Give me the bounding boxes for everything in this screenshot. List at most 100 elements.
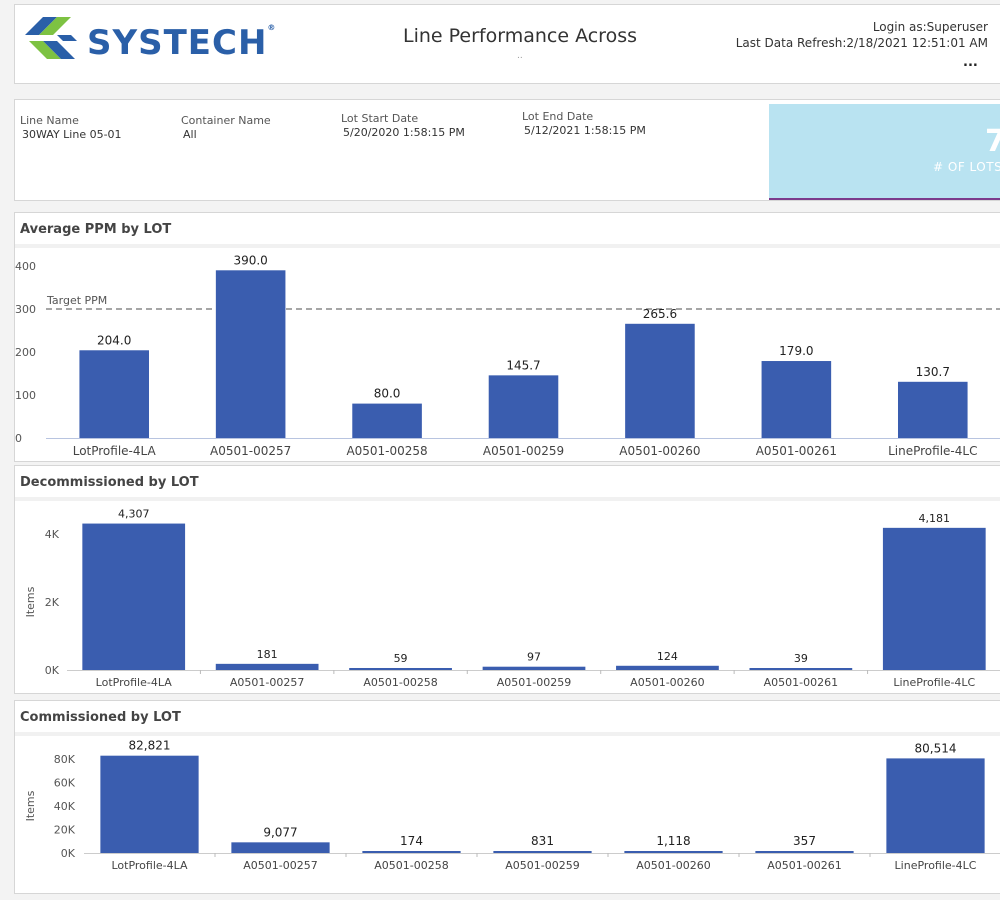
filter-label: Container Name [181, 114, 271, 127]
y-tick-label: 0K [45, 664, 60, 677]
x-tick-label: A0501-00261 [756, 444, 837, 458]
chart-title: Decommissioned by LOT [20, 475, 199, 490]
bar-LotProfile-4LA [100, 755, 199, 853]
y-axis-label: Items [24, 790, 37, 821]
x-tick-label: LineProfile-4LC [893, 676, 975, 689]
x-tick-label: A0501-00261 [767, 859, 841, 872]
bar-A0501-00259 [488, 375, 559, 438]
bar-A0501-00257 [215, 270, 286, 438]
x-tick-label: A0501-00260 [619, 444, 700, 458]
bar-A0501-00261 [749, 668, 853, 670]
y-tick-label: 200 [15, 346, 36, 359]
x-tick-label: A0501-00258 [346, 444, 427, 458]
x-tick-label: LotProfile-4LA [111, 859, 188, 872]
systech-logo: SYSTECH® [21, 11, 311, 65]
data-label: 265.6 [643, 307, 677, 321]
data-label: 831 [531, 834, 554, 848]
data-label: 204.0 [97, 333, 131, 347]
data-label: 9,077 [263, 825, 297, 839]
last-refresh: Last Data Refresh:2/18/2021 12:51:01 AM [735, 36, 988, 50]
systech-logo-icon [25, 17, 77, 59]
x-tick-label: A0501-00258 [374, 859, 448, 872]
filter-label: Lot Start Date [341, 112, 419, 125]
data-label: 1,118 [656, 834, 690, 848]
y-tick-label: 60K [54, 777, 76, 790]
x-tick-label: A0501-00260 [636, 859, 710, 872]
divider [15, 244, 1000, 248]
data-label: 145.7 [506, 358, 540, 372]
user-info: Login as:Superuser Last Data Refresh:2/1… [736, 19, 988, 51]
filter-label: Lot End Date [522, 110, 594, 123]
y-tick-label: 40K [54, 800, 76, 813]
filter-value: 5/20/2020 1:58:15 PM [343, 126, 465, 139]
commissioned-chart-panel: Commissioned by LOT 0K 20K 40K 60K 80K Items 8… [14, 700, 1000, 894]
header-bar: SYSTECH® Line Performance Across .. Logi… [14, 4, 1000, 84]
y-tick-label: 80K [54, 753, 76, 766]
x-tick-label: A0501-00259 [505, 859, 579, 872]
x-tick-label: LotProfile-4LA [73, 444, 157, 458]
bar-A0501-00261 [761, 361, 832, 438]
x-tick-label: A0501-00257 [210, 444, 291, 458]
bar-A0501-00257 [231, 842, 330, 853]
logo-text: SYSTECH® [87, 23, 277, 63]
x-tick-label: A0501-00259 [497, 676, 571, 689]
page-subtitle: .. [517, 51, 523, 61]
x-tick-label: A0501-00260 [630, 676, 704, 689]
y-tick-label: 400 [15, 260, 36, 273]
lot-count-kpi-tile[interactable]: 7 # OF LOTS [769, 104, 1000, 200]
y-tick-label: 100 [15, 389, 36, 402]
y-tick-label: 0 [15, 432, 22, 445]
data-label: 124 [657, 650, 678, 663]
avg-ppm-chart-panel: Average PPM by LOT 0 100 200 300 400 Target P… [14, 212, 1000, 462]
commissioned-chart: 0K 20K 40K 60K 80K Items 82,821 LotProfile-4LA 9… [24, 739, 1000, 872]
kpi-value: 7 [985, 124, 1000, 159]
x-tick-label: LotProfile-4LA [96, 676, 173, 689]
filter-container-name[interactable]: Container Name All [181, 114, 271, 142]
bar-LineProfile-4LC [897, 381, 968, 438]
bar-LotProfile-4LA [82, 523, 186, 670]
bar-LineProfile-4LC [886, 758, 985, 853]
x-tick-label: A0501-00257 [243, 859, 317, 872]
filter-lot-start-date[interactable]: Lot Start Date 5/20/2020 1:58:15 PM [341, 112, 465, 140]
data-label: 82,821 [129, 739, 171, 753]
data-label: 4,181 [919, 512, 951, 525]
divider [15, 497, 1000, 501]
decommissioned-chart: 0K 2K 4K Items 4,307 LotProfile-4LA 181 A0501-0… [24, 508, 1000, 689]
chart-title: Average PPM by LOT [20, 222, 172, 237]
filter-line-name[interactable]: Line Name 30WAY Line 05-01 [20, 114, 122, 142]
data-label: 179.0 [779, 344, 813, 358]
filter-lot-end-date[interactable]: Lot End Date 5/12/2021 1:58:15 PM [522, 110, 646, 138]
filter-value: 5/12/2021 1:58:15 PM [524, 124, 646, 137]
decommissioned-chart-panel: Decommissioned by LOT 0K 2K 4K Items 4,307 Lo… [14, 465, 1000, 694]
y-tick-label: 300 [15, 303, 36, 316]
target-ppm-label: Target PPM [46, 294, 107, 307]
y-tick-label: 0K [61, 847, 76, 860]
bar-A0501-00258 [362, 851, 461, 853]
data-label: 181 [257, 648, 278, 661]
data-label: 174 [400, 834, 423, 848]
bar-A0501-00258 [352, 403, 422, 438]
y-tick-label: 4K [45, 528, 60, 541]
data-label: 80.0 [374, 387, 401, 401]
data-label: 357 [793, 834, 816, 848]
data-label: 80,514 [915, 741, 957, 755]
x-tick-label: A0501-00259 [483, 444, 564, 458]
bar-A0501-00260 [625, 323, 695, 438]
x-tick-label: LineProfile-4LC [895, 859, 977, 872]
bar-A0501-00259 [482, 666, 586, 670]
x-tick-label: LineProfile-4LC [888, 444, 977, 458]
filter-value: 30WAY Line 05-01 [22, 128, 122, 141]
page-title: Line Performance Across [403, 25, 638, 47]
data-label: 97 [527, 651, 541, 664]
filter-label: Line Name [20, 114, 79, 127]
y-axis-label: Items [24, 586, 37, 617]
data-label: 4,307 [118, 508, 150, 521]
data-label: 390.0 [233, 253, 267, 267]
bar-A0501-00261 [755, 851, 854, 853]
x-tick-label: A0501-00257 [230, 676, 304, 689]
bar-A0501-00258 [349, 667, 452, 670]
bar-A0501-00260 [624, 851, 723, 853]
more-options-button[interactable]: ... [963, 55, 978, 70]
data-label: 39 [794, 652, 808, 665]
y-tick-label: 2K [45, 596, 60, 609]
